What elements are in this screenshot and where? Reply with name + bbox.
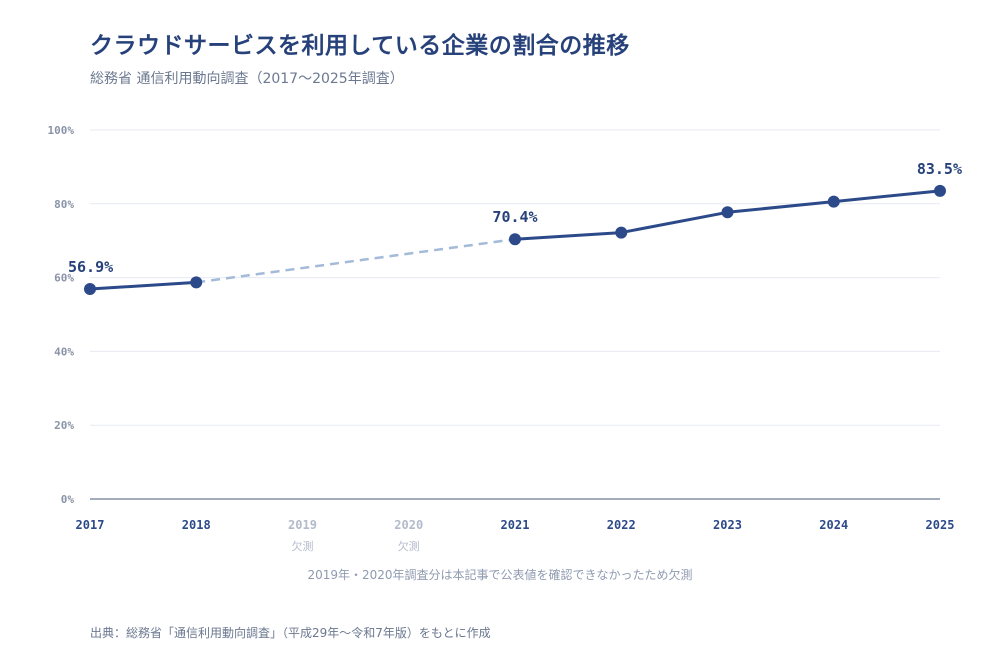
data-point: [509, 233, 521, 246]
data-label: 56.9%: [68, 258, 113, 276]
source-credit: 出典：総務省「通信利用動向調査」（平成29年〜令和7年版）をもとに作成: [90, 626, 491, 640]
missing-gap-line: [196, 237, 516, 284]
data-label: 70.4%: [492, 208, 537, 226]
chart-subtitle: 総務省 通信利用動向調査（2017〜2025年調査）: [90, 71, 404, 87]
series-line-segment: [88, 280, 198, 291]
missing-label: 欠測: [398, 539, 420, 553]
data-point: [934, 184, 946, 197]
chart-title: クラウドサービスを利用している企業の割合の推移: [90, 33, 630, 59]
y-tick-label: 20%: [54, 419, 74, 432]
data-point: [615, 226, 628, 239]
missing-data-note: 2019年・2020年調査分は本記事で公表値を確認できなかったため欠測: [307, 568, 693, 582]
series-line-segment: [619, 210, 729, 235]
x-tick-label: 2025: [926, 518, 955, 532]
series-line-segment: [513, 231, 623, 241]
y-tick-label: 100%: [48, 124, 75, 137]
y-tick-label: 40%: [54, 345, 74, 358]
data-point: [84, 283, 96, 296]
data-label: 83.5%: [917, 160, 962, 178]
missing-label: 欠測: [292, 539, 314, 553]
series-line-segment: [726, 200, 836, 214]
x-tick-label: 2022: [607, 518, 636, 532]
x-tick-label: 2018: [182, 518, 211, 532]
x-tick-label: 2020: [394, 518, 423, 532]
x-tick-label: 2023: [713, 518, 742, 532]
series-line-segment: [832, 189, 942, 204]
data-point: [827, 195, 840, 208]
x-tick-label: 2021: [501, 518, 530, 532]
data-point: [721, 206, 734, 219]
y-tick-label: 60%: [54, 272, 74, 285]
x-tick-label: 2024: [819, 518, 848, 532]
x-tick-label: 2017: [76, 518, 105, 532]
y-tick-label: 0%: [61, 493, 75, 506]
data-point: [190, 276, 203, 289]
y-tick-label: 80%: [54, 198, 74, 211]
x-tick-label: 2019: [288, 518, 317, 532]
